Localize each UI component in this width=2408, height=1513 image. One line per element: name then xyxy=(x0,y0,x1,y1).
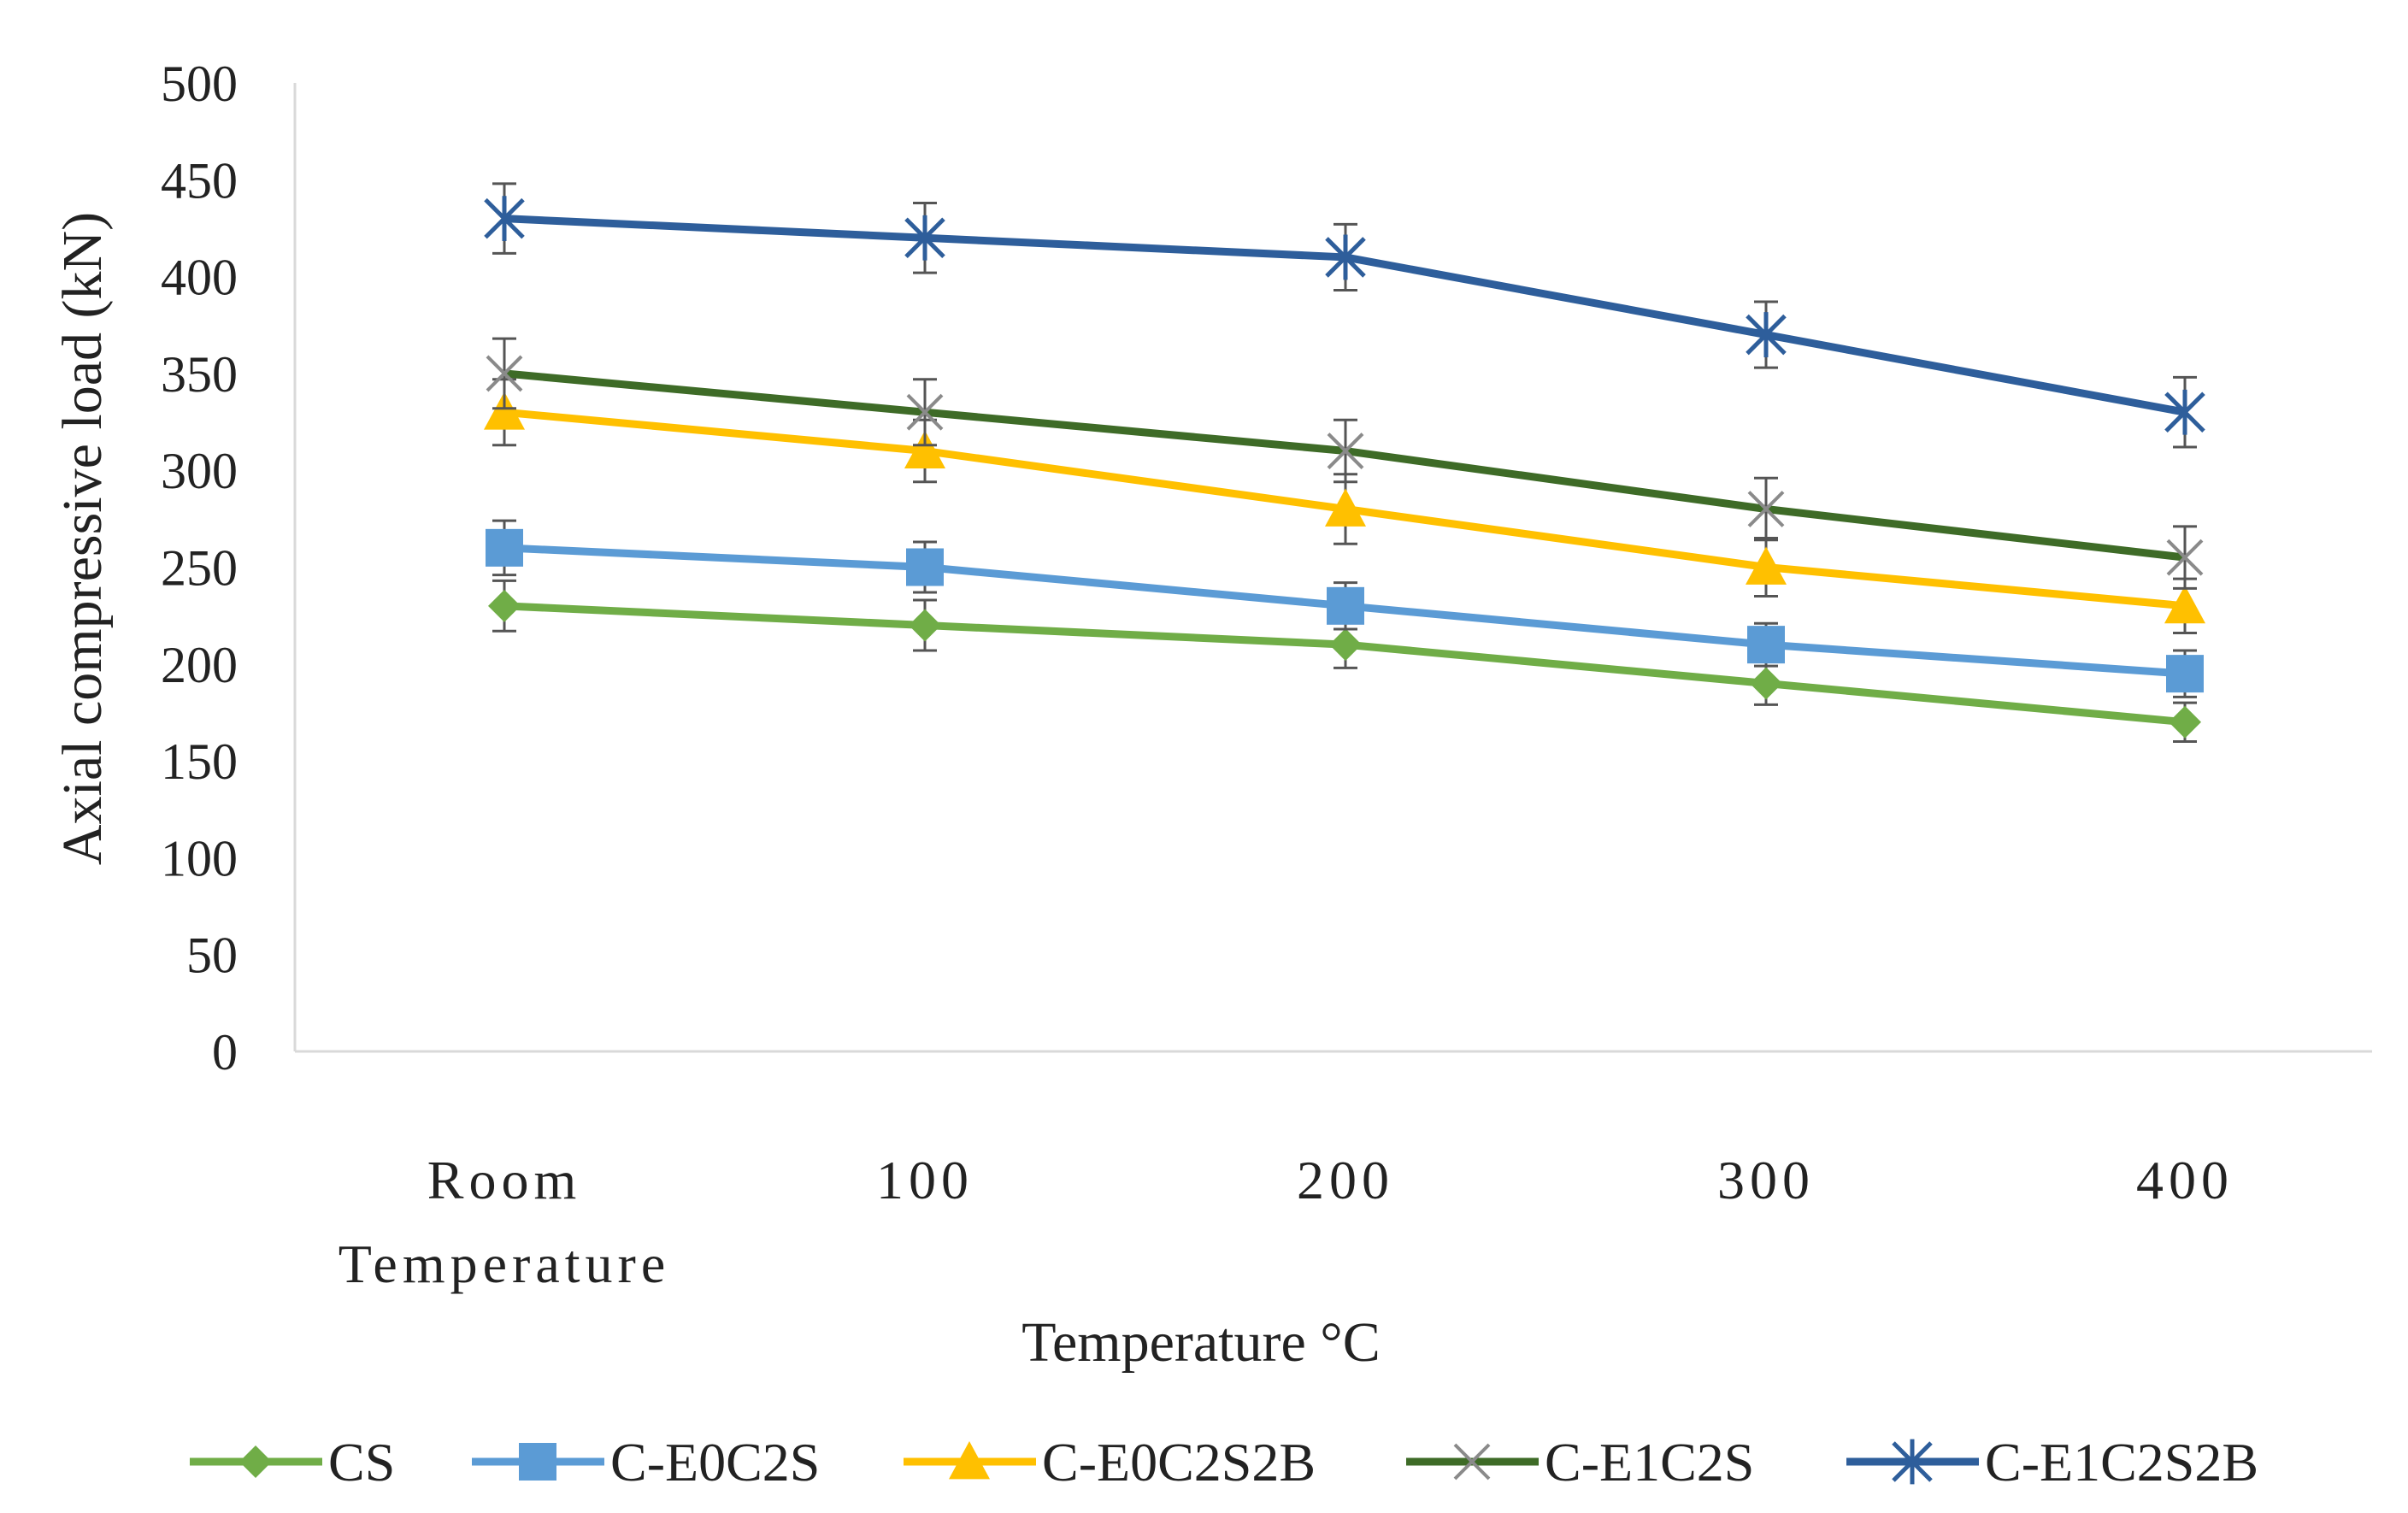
data-point xyxy=(909,609,941,642)
y-tick-label: 200 xyxy=(161,637,238,693)
data-point xyxy=(2169,705,2201,739)
data-point xyxy=(1325,488,1366,527)
data-point xyxy=(1747,626,1785,664)
legend-label: CS xyxy=(328,1432,395,1492)
x-tick-label: 300 xyxy=(1717,1150,1815,1210)
legend: CS C-E0C2S C-E0C2S2B C-E1C2S C-E1C2S2B xyxy=(190,1432,2258,1492)
data-point xyxy=(486,355,523,392)
x-tick-label: 100 xyxy=(876,1150,974,1210)
data-point xyxy=(904,430,945,468)
y-tick-label: 300 xyxy=(161,443,238,499)
x-tick-label: 200 xyxy=(1297,1150,1394,1210)
data-point xyxy=(1329,628,1362,662)
legend-marker xyxy=(949,1441,990,1480)
legend-marker xyxy=(1453,1443,1491,1481)
y-tick-label: 100 xyxy=(161,830,238,886)
data-point xyxy=(904,215,945,261)
data-point xyxy=(484,391,525,430)
data-point xyxy=(1746,546,1787,585)
series-cs xyxy=(488,579,2201,743)
data-point xyxy=(488,589,521,622)
legend-item: CS xyxy=(190,1432,395,1492)
y-tick-label: 350 xyxy=(161,346,238,403)
axes-layer: 0 50 100 150 200 250 300 350 400 450 500 Room Temper… xyxy=(161,56,2372,1294)
legend-label: C-E1C2S2B xyxy=(1985,1432,2258,1492)
legend-label: C-E1C2S xyxy=(1545,1432,1754,1492)
data-point xyxy=(906,548,944,586)
legend-marker xyxy=(239,1445,272,1478)
y-tick-label: 450 xyxy=(161,152,238,209)
y-tick-label: 250 xyxy=(161,540,238,597)
x-tick-label: Room Temperature xyxy=(339,1150,670,1294)
y-tick-label: 50 xyxy=(186,927,238,984)
data-point xyxy=(1747,491,1785,527)
legend-label: C-E0C2S2B xyxy=(1042,1432,1316,1492)
data-point xyxy=(1327,586,1364,625)
y-tick-label: 150 xyxy=(161,733,238,790)
data-point xyxy=(1750,667,1782,700)
x-axis-title: Temperature °C xyxy=(1021,1311,1380,1374)
data-point xyxy=(906,393,944,431)
data-point xyxy=(2164,585,2205,624)
data-point xyxy=(484,196,525,242)
series-layer xyxy=(484,182,2205,743)
y-axis-title: Axial compressive load (kN) xyxy=(51,212,114,865)
y-tick-label: 0 xyxy=(212,1024,238,1080)
data-point xyxy=(2166,655,2204,693)
legend-item: C-E1C2S xyxy=(1406,1432,1754,1492)
data-point xyxy=(2164,389,2205,435)
legend-marker xyxy=(519,1443,556,1481)
legend-marker xyxy=(1892,1439,1933,1485)
series-c-e0c2s xyxy=(486,519,2204,698)
x-tick-label: 400 xyxy=(2136,1150,2234,1210)
y-tick-label: 400 xyxy=(161,250,238,306)
legend-item: C-E0C2S xyxy=(472,1432,820,1492)
legend-label: C-E0C2S xyxy=(610,1432,820,1492)
series-c-e0c2s2b xyxy=(484,378,2205,635)
data-point xyxy=(1325,234,1366,280)
data-point xyxy=(2166,539,2204,576)
series-c-e1c2s xyxy=(486,337,2204,590)
series-c-e1c2s2b xyxy=(484,182,2205,449)
legend-item: C-E0C2S2B xyxy=(904,1432,1316,1492)
data-point xyxy=(486,528,523,567)
y-tick-label: 500 xyxy=(161,56,238,112)
data-point xyxy=(1746,312,1787,357)
legend-item: C-E1C2S2B xyxy=(1846,1432,2258,1492)
data-point xyxy=(1327,433,1364,469)
